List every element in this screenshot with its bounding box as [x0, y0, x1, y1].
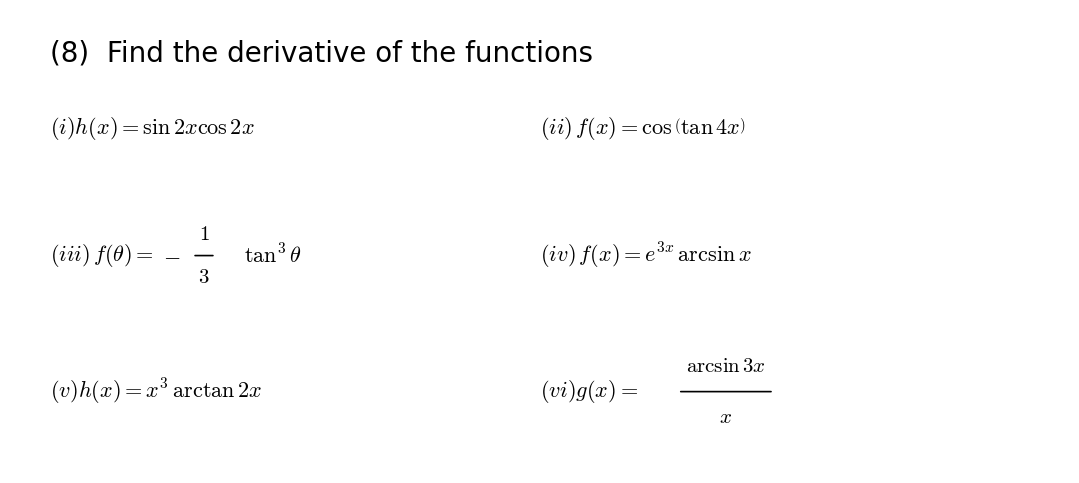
Text: $-$: $-$ [163, 245, 181, 266]
Text: $(iii)\,f(\theta) = $: $(iii)\,f(\theta) = $ [50, 242, 153, 269]
Text: $\tan^3\theta$: $\tan^3\theta$ [245, 243, 302, 268]
Text: $(ii)\,f(x) = \cos\left(\tan 4x\right)$: $(ii)\,f(x) = \cos\left(\tan 4x\right)$ [540, 115, 746, 142]
Text: $\mathrm{arcsin}\,3x$: $\mathrm{arcsin}\,3x$ [686, 356, 766, 376]
Text: (8)  Find the derivative of the functions: (8) Find the derivative of the functions [50, 40, 592, 68]
Text: $(i)h(x) = \sin 2x\cos 2x$: $(i)h(x) = \sin 2x\cos 2x$ [50, 115, 255, 142]
Text: $(v)h(x) = x^3\,\mathrm{arctan}\, 2x$: $(v)h(x) = x^3\,\mathrm{arctan}\, 2x$ [50, 377, 262, 407]
Text: $(vi)g(x) = $: $(vi)g(x) = $ [540, 378, 638, 405]
Text: $x$: $x$ [720, 408, 733, 427]
Text: $1$: $1$ [199, 225, 209, 244]
Text: $(iv)\,f(x) = e^{3x}\,\mathrm{arcsin}\, x$: $(iv)\,f(x) = e^{3x}\,\mathrm{arcsin}\, … [540, 241, 751, 270]
Text: $3$: $3$ [199, 267, 209, 287]
